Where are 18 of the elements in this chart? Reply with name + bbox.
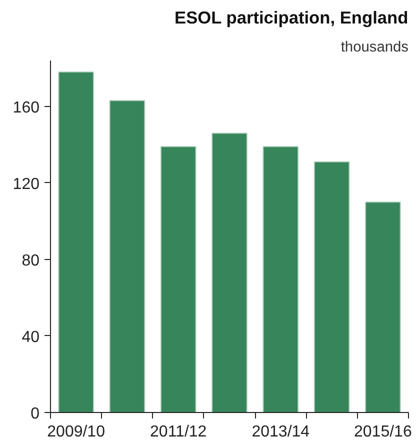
- y-tick-label: 0: [30, 406, 40, 422]
- bar: [58, 71, 94, 412]
- y-tick-label: 80: [22, 252, 40, 270]
- x-tick-label: 2009/10: [47, 424, 106, 440]
- y-tick-label: 160: [12, 99, 40, 116]
- x-tick-label: 2015/16: [354, 424, 412, 440]
- bar: [109, 100, 146, 412]
- y-tick-label: 40: [22, 328, 40, 346]
- chart-title: ESOL participation, England: [174, 8, 408, 28]
- bar: [160, 146, 196, 412]
- bar: [314, 161, 350, 412]
- bar: [365, 202, 401, 412]
- chart-subtitle: thousands: [340, 40, 409, 56]
- bar: [262, 146, 299, 412]
- y-tick-label: 120: [12, 176, 40, 193]
- bar: [212, 132, 248, 412]
- x-tick-label: 2011/12: [150, 424, 207, 440]
- x-tick-label: 2013/14: [252, 424, 310, 440]
